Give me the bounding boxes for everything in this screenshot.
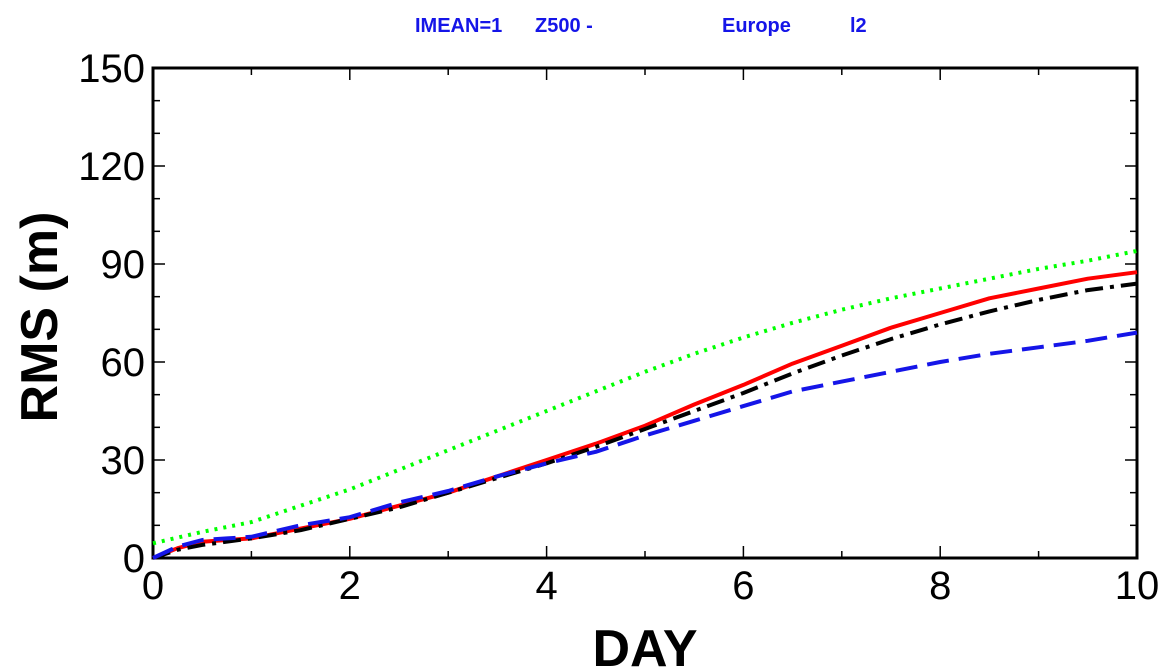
x-tick-label: 8 — [929, 564, 951, 608]
series-line-4 — [152, 330, 1138, 560]
series-line-1 — [152, 248, 1138, 546]
y-tick-label: 30 — [101, 439, 146, 483]
plot-series — [152, 248, 1138, 560]
plot-axes: 0 2 4 6 8 10 0 30 60 90 120 150 — [78, 47, 1159, 608]
y-axis-label: RMS (m) — [11, 212, 69, 423]
x-tick-label: 4 — [535, 564, 557, 608]
series-line-3 — [152, 281, 1138, 560]
x-tick-label: 2 — [339, 564, 361, 608]
chart-title-part: Z500 - — [535, 15, 593, 37]
chart-title-part: Europe — [722, 15, 791, 37]
chart-title-part: l2 — [850, 15, 867, 37]
y-tick-label: 150 — [78, 47, 145, 91]
y-tick-label: 60 — [101, 341, 146, 385]
y-tick-label: 90 — [101, 243, 146, 287]
y-tick-label: 0 — [123, 537, 145, 581]
x-tick-label: 10 — [1115, 564, 1160, 608]
x-tick-label: 0 — [142, 564, 164, 608]
chart-title-part: IMEAN=1 — [415, 15, 502, 37]
x-axis-label: DAY — [592, 620, 697, 670]
x-tick-label: 6 — [732, 564, 754, 608]
y-tick-label: 120 — [78, 145, 145, 189]
chart-title: IMEAN=1 Z500 - Europe l2 — [415, 15, 867, 37]
series-line-2 — [152, 270, 1138, 560]
